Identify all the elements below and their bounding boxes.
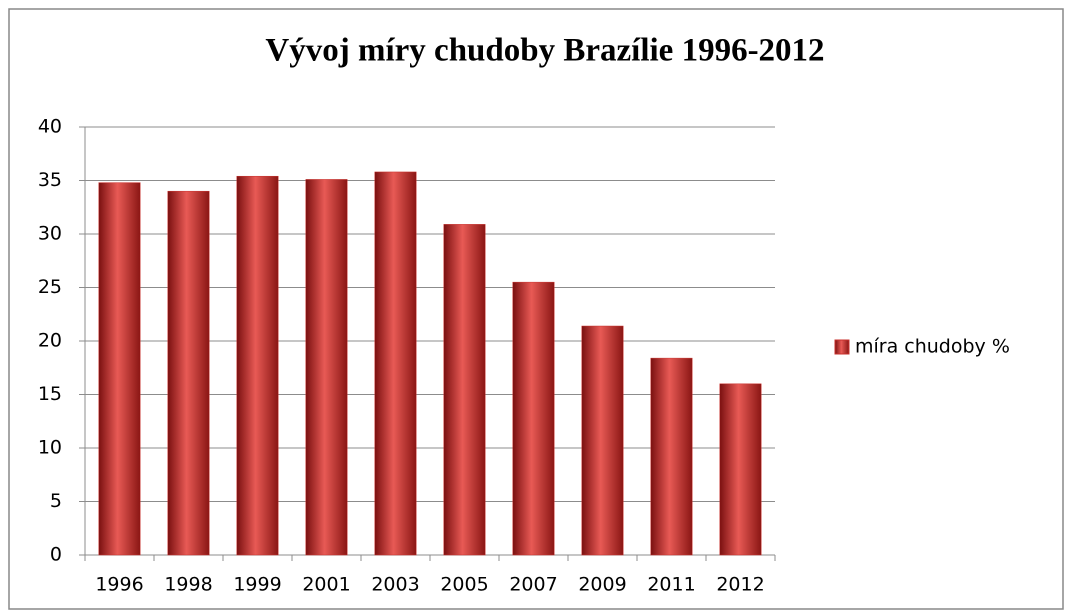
y-tick-label: 0 <box>50 544 62 566</box>
y-tick-label: 5 <box>50 490 62 512</box>
x-tick-label: 1998 <box>164 574 212 596</box>
bar <box>443 224 486 556</box>
y-tick-label: 35 <box>38 169 62 191</box>
x-tick-label: 2011 <box>647 574 695 596</box>
chart-title: Vývoj míry chudoby Brazílie 1996-2012 <box>265 33 824 69</box>
y-tick-label: 30 <box>38 223 62 245</box>
y-tick-label: 20 <box>38 330 62 352</box>
bar <box>374 171 417 556</box>
y-tick-label: 40 <box>38 116 62 138</box>
x-tick-label: 2009 <box>578 574 626 596</box>
bar <box>719 383 762 556</box>
y-tick-label: 10 <box>38 437 62 459</box>
y-tick-label: 25 <box>38 276 62 298</box>
x-tick-label: 2005 <box>440 574 488 596</box>
bar <box>236 175 279 556</box>
legend-swatch <box>834 339 850 355</box>
bar <box>650 357 693 556</box>
x-tick-label: 2007 <box>509 574 557 596</box>
x-tick-label: 1996 <box>95 574 143 596</box>
bar <box>167 190 210 556</box>
x-tick-label: 2012 <box>716 574 764 596</box>
bar <box>305 179 348 556</box>
bar <box>581 325 624 556</box>
legend-label: míra chudoby % <box>855 336 1010 358</box>
bar <box>98 182 141 556</box>
y-tick-label: 15 <box>38 383 62 405</box>
x-tick-label: 2001 <box>302 574 350 596</box>
bar <box>512 281 555 556</box>
x-tick-label: 1999 <box>233 574 281 596</box>
x-tick-label: 2003 <box>371 574 419 596</box>
